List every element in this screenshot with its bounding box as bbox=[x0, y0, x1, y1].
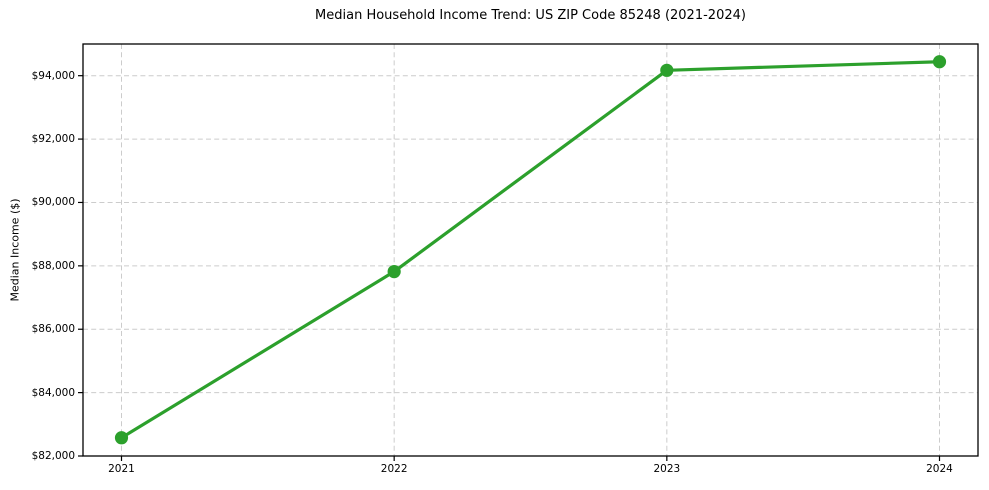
x-tick-label: 2024 bbox=[926, 463, 953, 475]
y-tick-label: $86,000 bbox=[31, 323, 75, 336]
y-tick-label: $88,000 bbox=[31, 259, 75, 272]
y-tick-label: $94,000 bbox=[31, 69, 75, 82]
x-tick-label: 2022 bbox=[380, 463, 408, 475]
data-line bbox=[119, 60, 942, 440]
chart-title: Median Household Income Trend: US ZIP Co… bbox=[315, 8, 746, 23]
x-tick-label: 2021 bbox=[108, 463, 135, 475]
data-point-marker bbox=[660, 63, 674, 77]
x-tick-label: 2023 bbox=[653, 463, 681, 475]
y-tick-label: $92,000 bbox=[31, 133, 75, 146]
y-tick-label: $90,000 bbox=[31, 196, 75, 209]
data-point-marker bbox=[932, 55, 947, 69]
y-tick-label: $84,000 bbox=[31, 386, 75, 399]
plot-border bbox=[82, 43, 979, 457]
y-tick-label: $82,000 bbox=[31, 450, 75, 462]
data-point-marker bbox=[387, 264, 401, 279]
data-point-marker bbox=[114, 431, 129, 445]
